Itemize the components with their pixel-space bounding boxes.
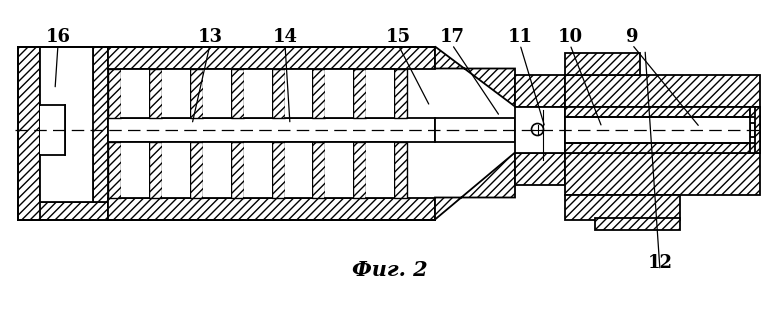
Bar (312, 69, 325, 117)
Bar (162, 69, 190, 117)
Bar (190, 69, 203, 117)
Bar (243, 142, 271, 197)
Polygon shape (435, 46, 515, 107)
Text: 14: 14 (272, 28, 297, 45)
Bar (515, 107, 565, 153)
Bar (108, 46, 435, 69)
Bar (435, 117, 515, 142)
Bar (565, 142, 750, 153)
Polygon shape (40, 46, 93, 201)
Bar (353, 142, 367, 197)
Bar (285, 69, 312, 117)
Bar (40, 112, 55, 146)
Bar (285, 142, 312, 197)
Bar (231, 142, 243, 197)
Bar (108, 117, 435, 142)
Bar (162, 142, 190, 197)
Bar (750, 122, 755, 137)
Bar (325, 69, 353, 117)
Bar (353, 69, 367, 117)
Bar (565, 107, 750, 116)
Text: 9: 9 (626, 28, 638, 45)
Bar (271, 142, 285, 197)
Bar (203, 142, 231, 197)
Bar (515, 153, 565, 184)
Bar (190, 142, 203, 197)
Text: 16: 16 (45, 28, 70, 45)
Bar (565, 153, 760, 194)
Bar (18, 46, 108, 65)
Bar (149, 69, 162, 117)
Bar (312, 142, 325, 197)
Bar (149, 142, 162, 197)
Polygon shape (435, 153, 515, 219)
Bar (121, 69, 149, 117)
Bar (750, 107, 760, 128)
Bar (565, 116, 760, 142)
Bar (750, 132, 760, 153)
Bar (565, 116, 750, 142)
Text: 12: 12 (647, 253, 672, 272)
Bar (755, 107, 760, 153)
Bar (325, 142, 353, 197)
Text: 10: 10 (558, 28, 583, 45)
Text: 15: 15 (385, 28, 410, 45)
Bar (565, 194, 680, 219)
Bar (565, 74, 760, 107)
Bar (40, 104, 65, 154)
Bar (367, 142, 394, 197)
Bar (565, 53, 640, 74)
Bar (271, 69, 285, 117)
Bar (108, 69, 121, 117)
Bar (243, 69, 271, 117)
Bar (203, 69, 231, 117)
Bar (121, 142, 149, 197)
Bar (18, 201, 108, 219)
Bar (595, 218, 680, 230)
Text: 17: 17 (439, 28, 465, 45)
Text: 13: 13 (197, 28, 222, 45)
Text: Фиг. 2: Фиг. 2 (353, 260, 427, 281)
Bar (394, 69, 407, 117)
Bar (93, 46, 108, 201)
Bar (231, 69, 243, 117)
Bar (394, 142, 407, 197)
Bar (18, 46, 40, 219)
Bar (515, 74, 565, 107)
Bar (367, 69, 394, 117)
Text: 11: 11 (508, 28, 533, 45)
Bar (108, 197, 435, 219)
Bar (108, 142, 121, 197)
